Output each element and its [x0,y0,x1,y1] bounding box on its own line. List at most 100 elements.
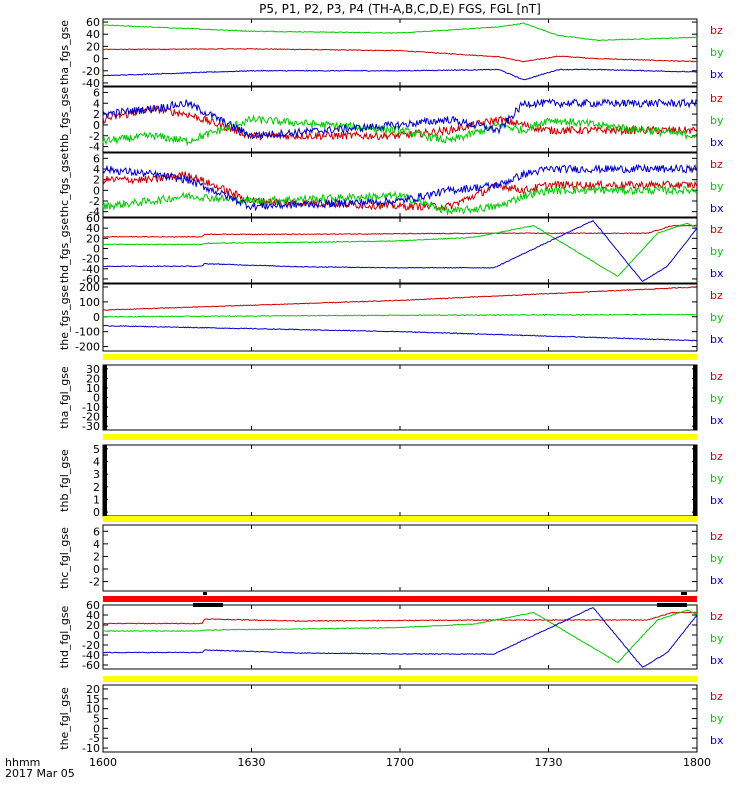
y-tick-label: -20 [82,253,100,266]
status-bar [103,676,697,682]
panel-frame [102,86,698,153]
legend-bz: bz [710,690,723,703]
y-tick-label: -30 [82,420,100,433]
trace-bx [102,219,698,282]
y-axis-label: thd_fgs_gse [58,218,71,284]
y-tick-label: 100 [79,296,100,309]
y-tick-label: -100 [75,326,100,339]
y-tick-label: 0 [93,563,100,576]
panel-frame [102,524,698,592]
y-tick-label: 0 [93,392,100,405]
trace-by [102,222,698,277]
legend-bz: bz [710,223,723,236]
x-tick-label: 1630 [238,756,266,769]
legend-bz: bz [710,92,723,105]
y-tick-label: 20 [86,40,100,53]
panel-frame [102,152,698,218]
y-tick-label: -4 [89,206,100,219]
y-tick-label: 0 [93,311,100,324]
trace-bx [102,98,698,140]
y-tick-label: 15 [86,693,100,706]
y-tick-label: 0 [93,629,100,642]
y-axis-label: tha_fgl_gse [58,366,71,429]
legend-by: by [710,46,724,59]
y-tick-label: 20 [86,232,100,245]
y-tick-label: 0 [93,506,100,519]
y-tick-label: 4 [93,455,100,468]
status-bars-group [103,354,697,682]
legend-by: by [710,114,724,127]
legend-by: by [710,392,724,405]
y-tick-label: 0 [93,53,100,66]
y-tick-label: 0 [93,119,100,132]
trace-by [103,609,698,664]
y-tick-label: 40 [86,609,100,622]
legend-bx: bx [710,267,724,280]
x-tick-label: 1700 [386,756,414,769]
y-axis-label: the_fgl_gse [58,687,71,750]
y-tick-label: -5 [89,732,100,745]
y-tick-label: -200 [75,341,100,354]
panel-frame [102,444,698,517]
y-tick-label: 10 [86,382,100,395]
legend-bz: bz [710,289,723,302]
mode-marker [681,592,687,595]
status-bar [103,434,697,440]
y-tick-label: 2 [93,481,100,494]
y-tick-label: -10 [82,401,100,414]
y-tick-label: 6 [93,525,100,538]
edge-marks [103,445,107,516]
trace-bx [102,607,698,668]
trace-bx [102,68,698,81]
legend-by: by [710,552,724,565]
y-tick-label: 10 [86,703,100,716]
x-tick-label: 1800 [683,756,711,769]
y-tick-label: -20 [82,639,100,652]
y-tick-label: -60 [82,273,100,286]
legend-bz: bz [710,450,723,463]
x-tick-label: 1730 [535,756,563,769]
legend-bx: bx [710,136,724,149]
legend-by: by [710,472,724,485]
y-tick-label: -40 [82,263,100,276]
trace-by [102,114,698,147]
legend-by: by [710,245,724,258]
y-tick-label: -4 [89,141,100,154]
status-bar [103,354,697,360]
y-tick-label: 0 [93,184,100,197]
legend-bx: bx [710,494,724,507]
y-tick-label: 2 [93,174,100,187]
mode-marker [203,592,207,595]
y-tick-label: 0 [93,722,100,735]
status-bar [103,596,697,602]
legend-bx: bx [710,68,724,81]
x-tick-label: 1600 [89,756,117,769]
legend-bx: bx [710,414,724,427]
hhmm-label: hhmm [5,756,40,769]
trace-bz [102,47,698,63]
legend-bz: bz [710,24,723,37]
legend-bx: bx [710,734,724,747]
y-tick-label: 200 [79,281,100,294]
legend-bz: bz [710,530,723,543]
y-tick-label: 60 [86,599,100,612]
y-tick-label: 2 [93,108,100,121]
y-tick-label: 20 [86,372,100,385]
trace-by [102,185,698,215]
y-tick-label: -40 [82,77,100,90]
y-tick-label: -40 [82,649,100,662]
panel-frame [102,18,698,87]
panel-5: 200 100 0 -100 -200 the_fgs_gse bz by bx [58,281,724,354]
y-tick-label: 1 [93,494,100,507]
trace-bx [102,163,698,212]
y-tick-label: 4 [93,163,100,176]
edge-marks [103,365,107,430]
legend-bx: bx [710,202,724,215]
y-tick-label: -10 [82,742,100,755]
